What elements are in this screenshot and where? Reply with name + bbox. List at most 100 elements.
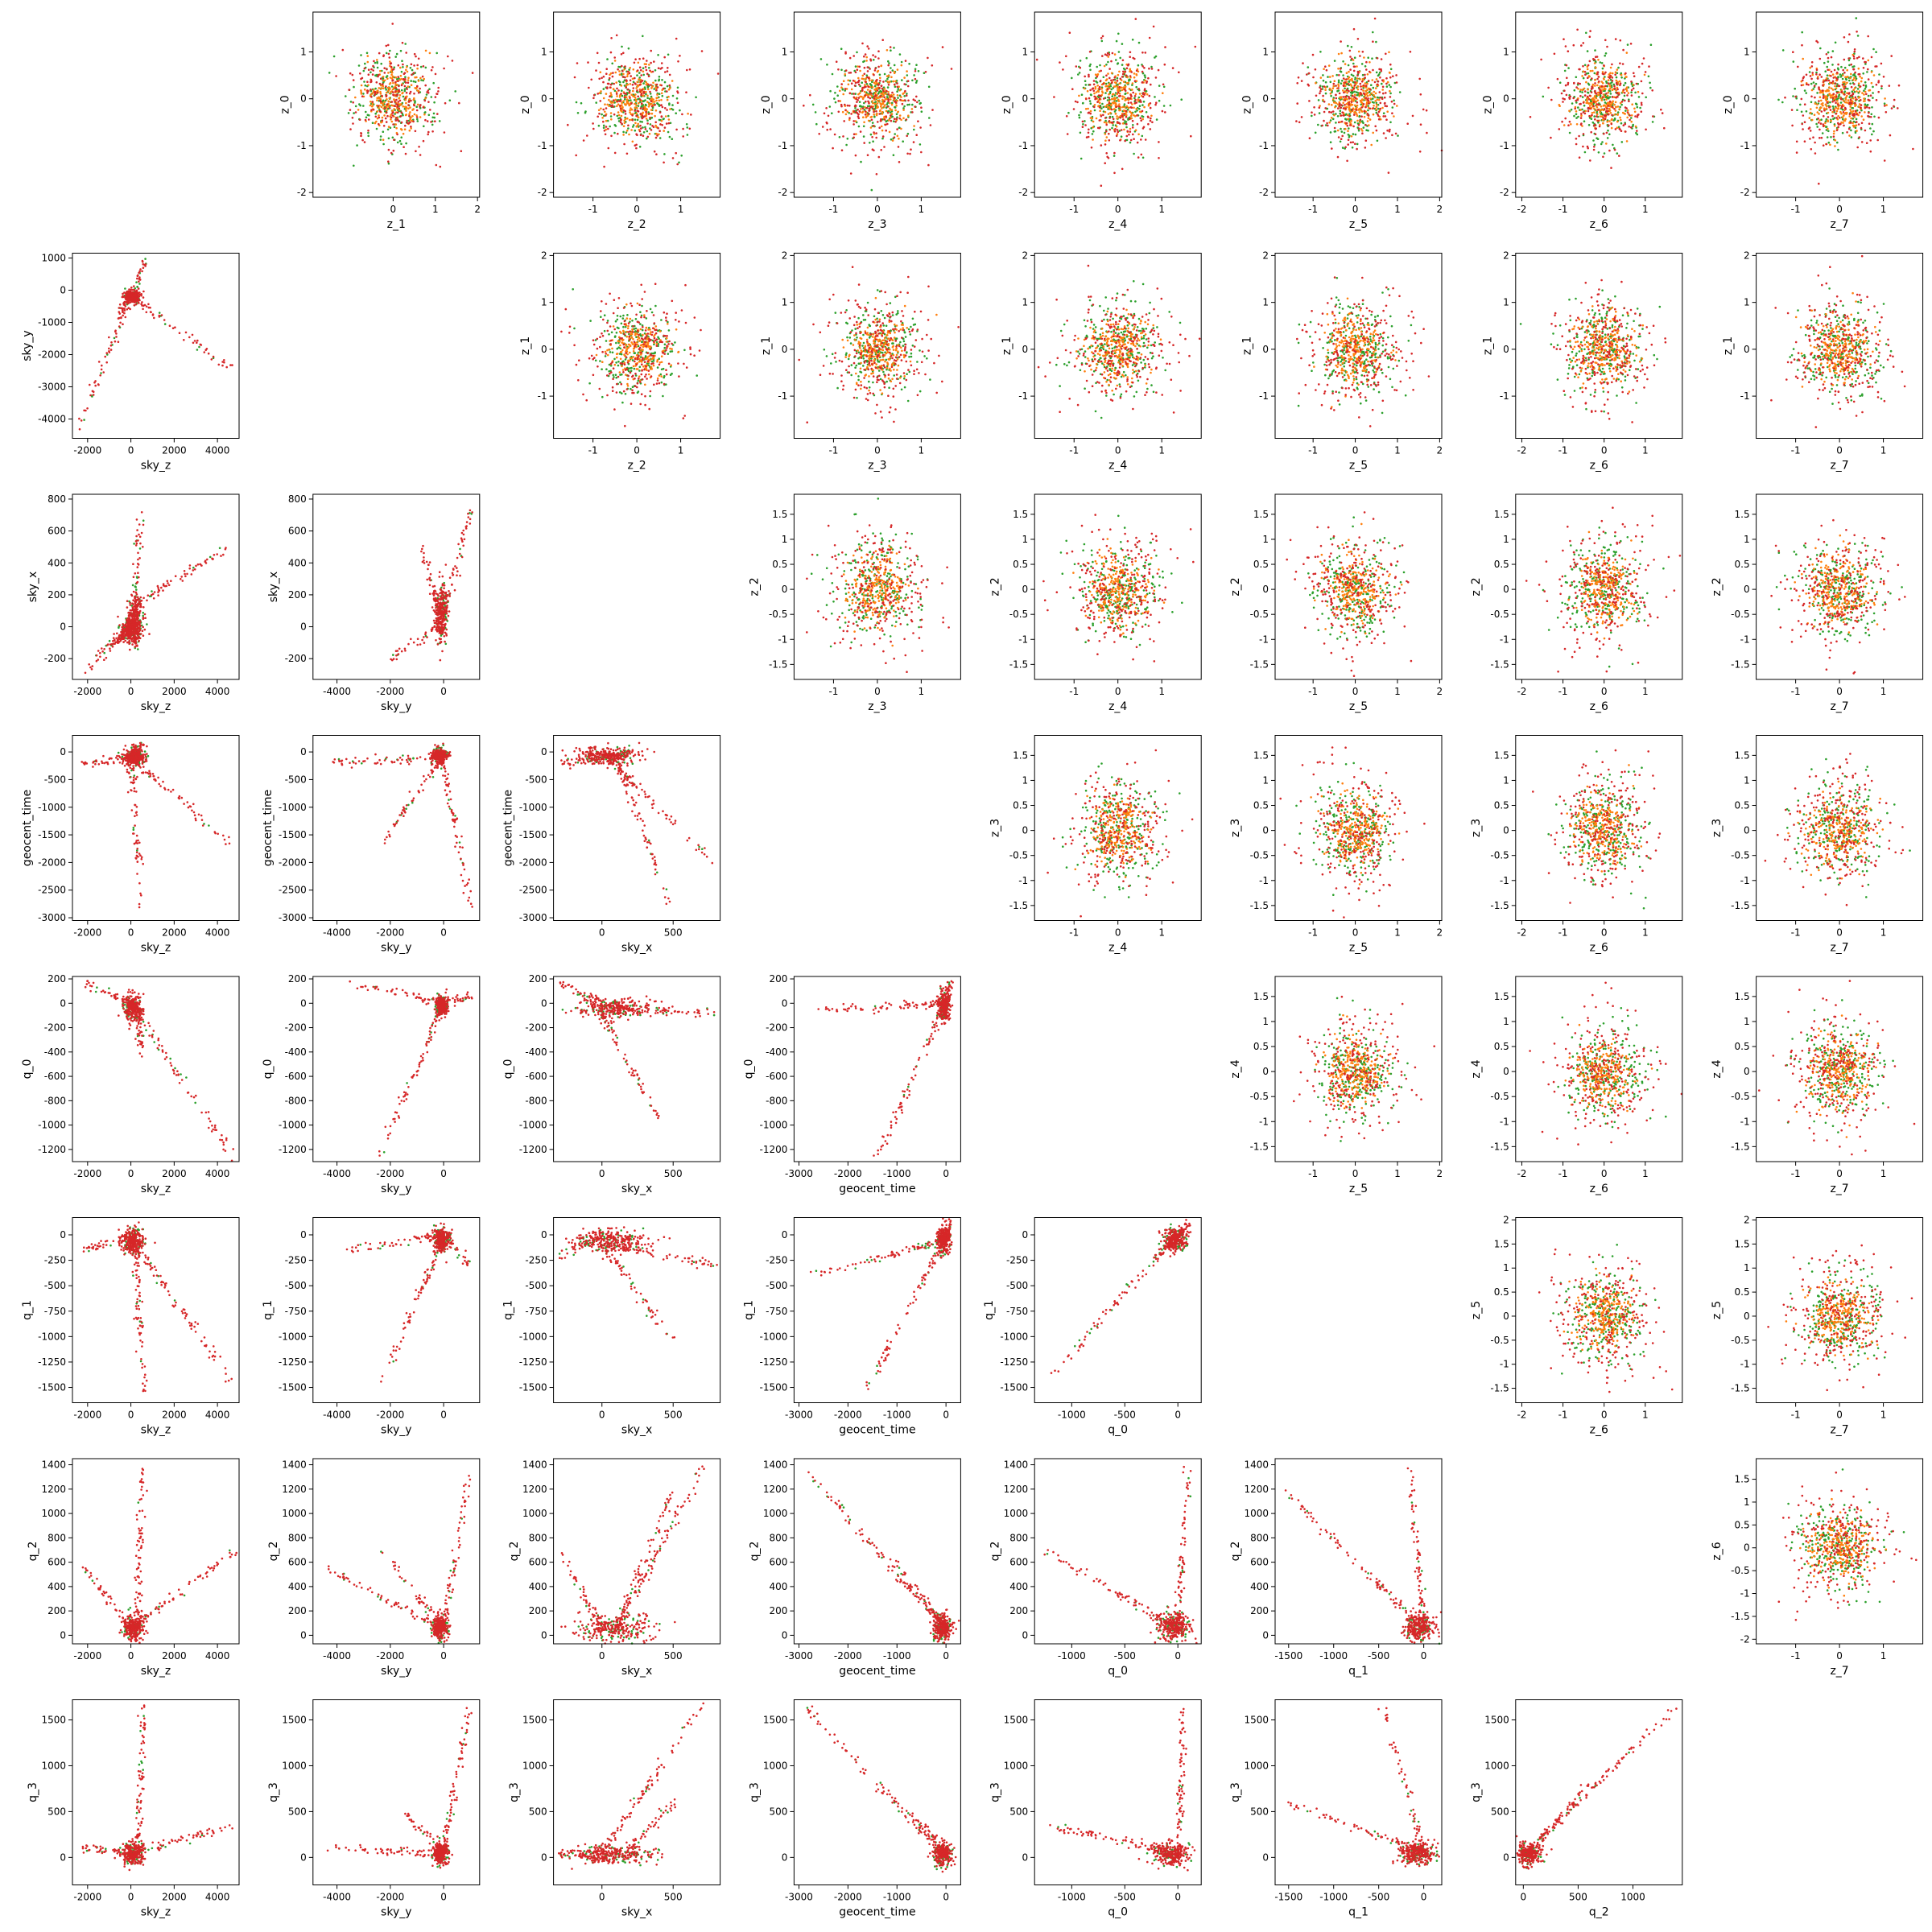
scatter-point — [894, 133, 896, 135]
scatter-point — [1082, 121, 1084, 123]
scatter-point — [1353, 96, 1356, 98]
scatter-point — [1823, 126, 1825, 128]
scatter-point — [1104, 65, 1106, 68]
scatter-point — [409, 130, 411, 132]
scatter-point — [1594, 118, 1596, 121]
scatter-point — [623, 68, 625, 71]
scatter-point — [1877, 91, 1880, 93]
scatter-point — [687, 126, 689, 129]
scatter-point — [390, 76, 392, 79]
scatter-point — [860, 130, 862, 133]
scatter-point — [587, 61, 589, 64]
scatter-point — [1059, 61, 1061, 64]
scatter-point — [917, 120, 919, 122]
scatter-point — [650, 96, 653, 98]
scatter-point — [348, 89, 350, 91]
scatter-point — [1643, 57, 1645, 60]
scatter-point — [352, 117, 354, 119]
scatter-point — [1827, 74, 1829, 76]
scatter-point — [1158, 141, 1160, 143]
scatter-point — [1866, 142, 1868, 144]
scatter-point — [1338, 136, 1340, 138]
scatter-point — [431, 130, 434, 133]
scatter-point — [920, 106, 923, 109]
scatter-point — [1195, 46, 1197, 48]
scatter-point — [1125, 123, 1128, 126]
scatter-point — [624, 122, 626, 124]
scatter-point — [906, 135, 908, 138]
scatter-point — [1327, 125, 1329, 127]
scatter-point — [1884, 102, 1886, 105]
scatter-point — [1117, 77, 1119, 80]
scatter-point — [413, 72, 415, 74]
scatter-point — [615, 72, 617, 74]
scatter-point — [615, 81, 617, 84]
scatter-point — [384, 107, 386, 109]
y-axis-label: z_0 — [760, 95, 773, 114]
scatter-point — [1641, 80, 1643, 83]
scatter-point — [667, 96, 670, 98]
scatter-point — [1141, 71, 1144, 73]
scatter-point — [1370, 84, 1373, 86]
scatter-point — [370, 96, 373, 98]
scatter-point — [1426, 109, 1428, 112]
scatter-point — [1099, 119, 1101, 122]
scatter-point — [1348, 136, 1351, 138]
scatter-point — [861, 77, 864, 80]
scatter-point — [1379, 108, 1381, 110]
scatter-point — [675, 129, 678, 131]
scatter-point — [357, 109, 360, 111]
scatter-point — [1636, 83, 1638, 85]
scatter-point — [365, 117, 368, 119]
scatter-point — [1616, 82, 1618, 85]
scatter-point — [1601, 62, 1604, 64]
scatter-point — [1377, 108, 1380, 110]
scatter-point — [826, 129, 828, 131]
scatter-point — [1810, 78, 1813, 80]
scatter-point — [1604, 108, 1606, 110]
scatter-point — [1133, 153, 1135, 155]
scatter-point — [1818, 129, 1821, 131]
scatter-point — [1848, 80, 1851, 82]
scatter-point — [1843, 36, 1846, 39]
scatter-point — [349, 128, 352, 130]
scatter-point — [1121, 98, 1124, 101]
scatter-point — [856, 52, 858, 54]
y-axis-label: z_0 — [279, 95, 291, 114]
scatter-point — [418, 146, 420, 148]
scatter-point — [608, 147, 610, 150]
scatter-point — [639, 84, 642, 86]
scatter-point — [630, 107, 632, 109]
scatter-point — [1579, 109, 1582, 111]
scatter-point — [1644, 74, 1646, 76]
scatter-point — [368, 68, 370, 71]
scatter-point — [863, 122, 865, 124]
x-tick-label: -1 — [588, 204, 598, 215]
scatter-point — [1380, 102, 1382, 105]
scatter-point — [1375, 109, 1377, 111]
scatter-point — [1602, 96, 1604, 98]
scatter-point — [1836, 100, 1839, 102]
scatter-point — [1846, 69, 1848, 72]
scatter-point — [367, 84, 369, 86]
scatter-point — [848, 84, 850, 86]
scatter-point — [1314, 114, 1316, 116]
scatter-point — [928, 117, 931, 119]
scatter-point — [414, 101, 416, 103]
scatter-point — [914, 68, 917, 71]
scatter-point — [1092, 130, 1095, 133]
scatter-point — [1898, 85, 1901, 87]
scatter-point — [648, 64, 650, 66]
scatter-point — [1852, 97, 1855, 100]
scatter-point — [906, 104, 909, 106]
scatter-point — [1115, 103, 1117, 105]
scatter-point — [642, 71, 645, 73]
scatter-point — [847, 80, 849, 82]
scatter-point — [390, 152, 393, 155]
scatter-point — [1620, 119, 1622, 122]
y-tick-label: 1 — [782, 46, 788, 57]
scatter-point — [1133, 97, 1136, 100]
scatter-point — [1616, 68, 1619, 71]
scatter-point — [1585, 110, 1587, 113]
scatter-point — [654, 104, 656, 106]
